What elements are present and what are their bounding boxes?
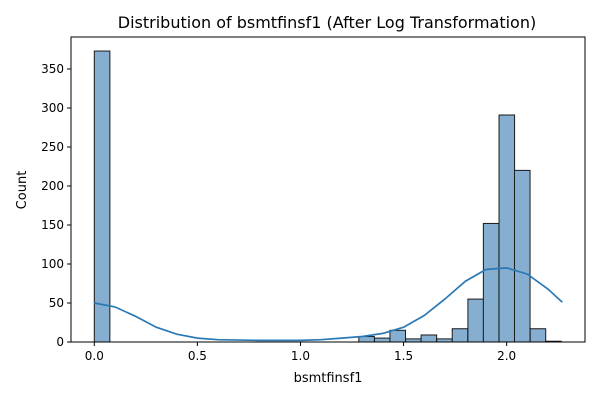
x-tick-label: 0.5 — [188, 349, 207, 363]
y-tick-label: 200 — [41, 179, 64, 193]
histogram-bar-10 — [498, 114, 516, 343]
histogram-bar-2 — [373, 337, 391, 343]
y-axis-label: Count — [15, 171, 30, 210]
x-tick-label: 1.0 — [291, 349, 310, 363]
y-tick-label: 350 — [41, 62, 64, 76]
histogram-bar-5 — [420, 334, 438, 343]
histogram-bar-3 — [389, 329, 407, 343]
kde-line — [94, 267, 563, 342]
y-tick-label: 100 — [41, 257, 64, 271]
x-axis-ticks: 0.0 0.5 1.0 1.5 2.0 — [85, 342, 516, 363]
y-tick-label: 300 — [41, 101, 64, 115]
histogram-bar-12 — [529, 328, 547, 343]
x-tick-label: 2.0 — [497, 349, 516, 363]
histogram-bars — [93, 50, 562, 343]
histogram-bar-7 — [451, 328, 469, 343]
y-tick-label: 150 — [41, 218, 64, 232]
histogram-bar-9 — [482, 222, 500, 343]
x-axis-label: bsmtfinsf1 — [294, 371, 363, 386]
histogram-bar-8 — [467, 298, 484, 343]
plot-frame — [70, 36, 586, 343]
x-tick-label: 0.0 — [85, 349, 104, 363]
histogram-bar-0 — [93, 50, 111, 343]
chart-title: Distribution of bsmtfinsf1 (After Log Tr… — [118, 13, 536, 32]
y-tick-label: 250 — [41, 140, 64, 154]
y-tick-label: 0 — [56, 335, 64, 349]
y-axis-ticks: 0 50 100 150 200 250 300 350 — [41, 62, 71, 349]
y-tick-label: 50 — [49, 296, 64, 310]
x-tick-label: 1.5 — [394, 349, 413, 363]
histogram-bar-11 — [513, 169, 531, 343]
